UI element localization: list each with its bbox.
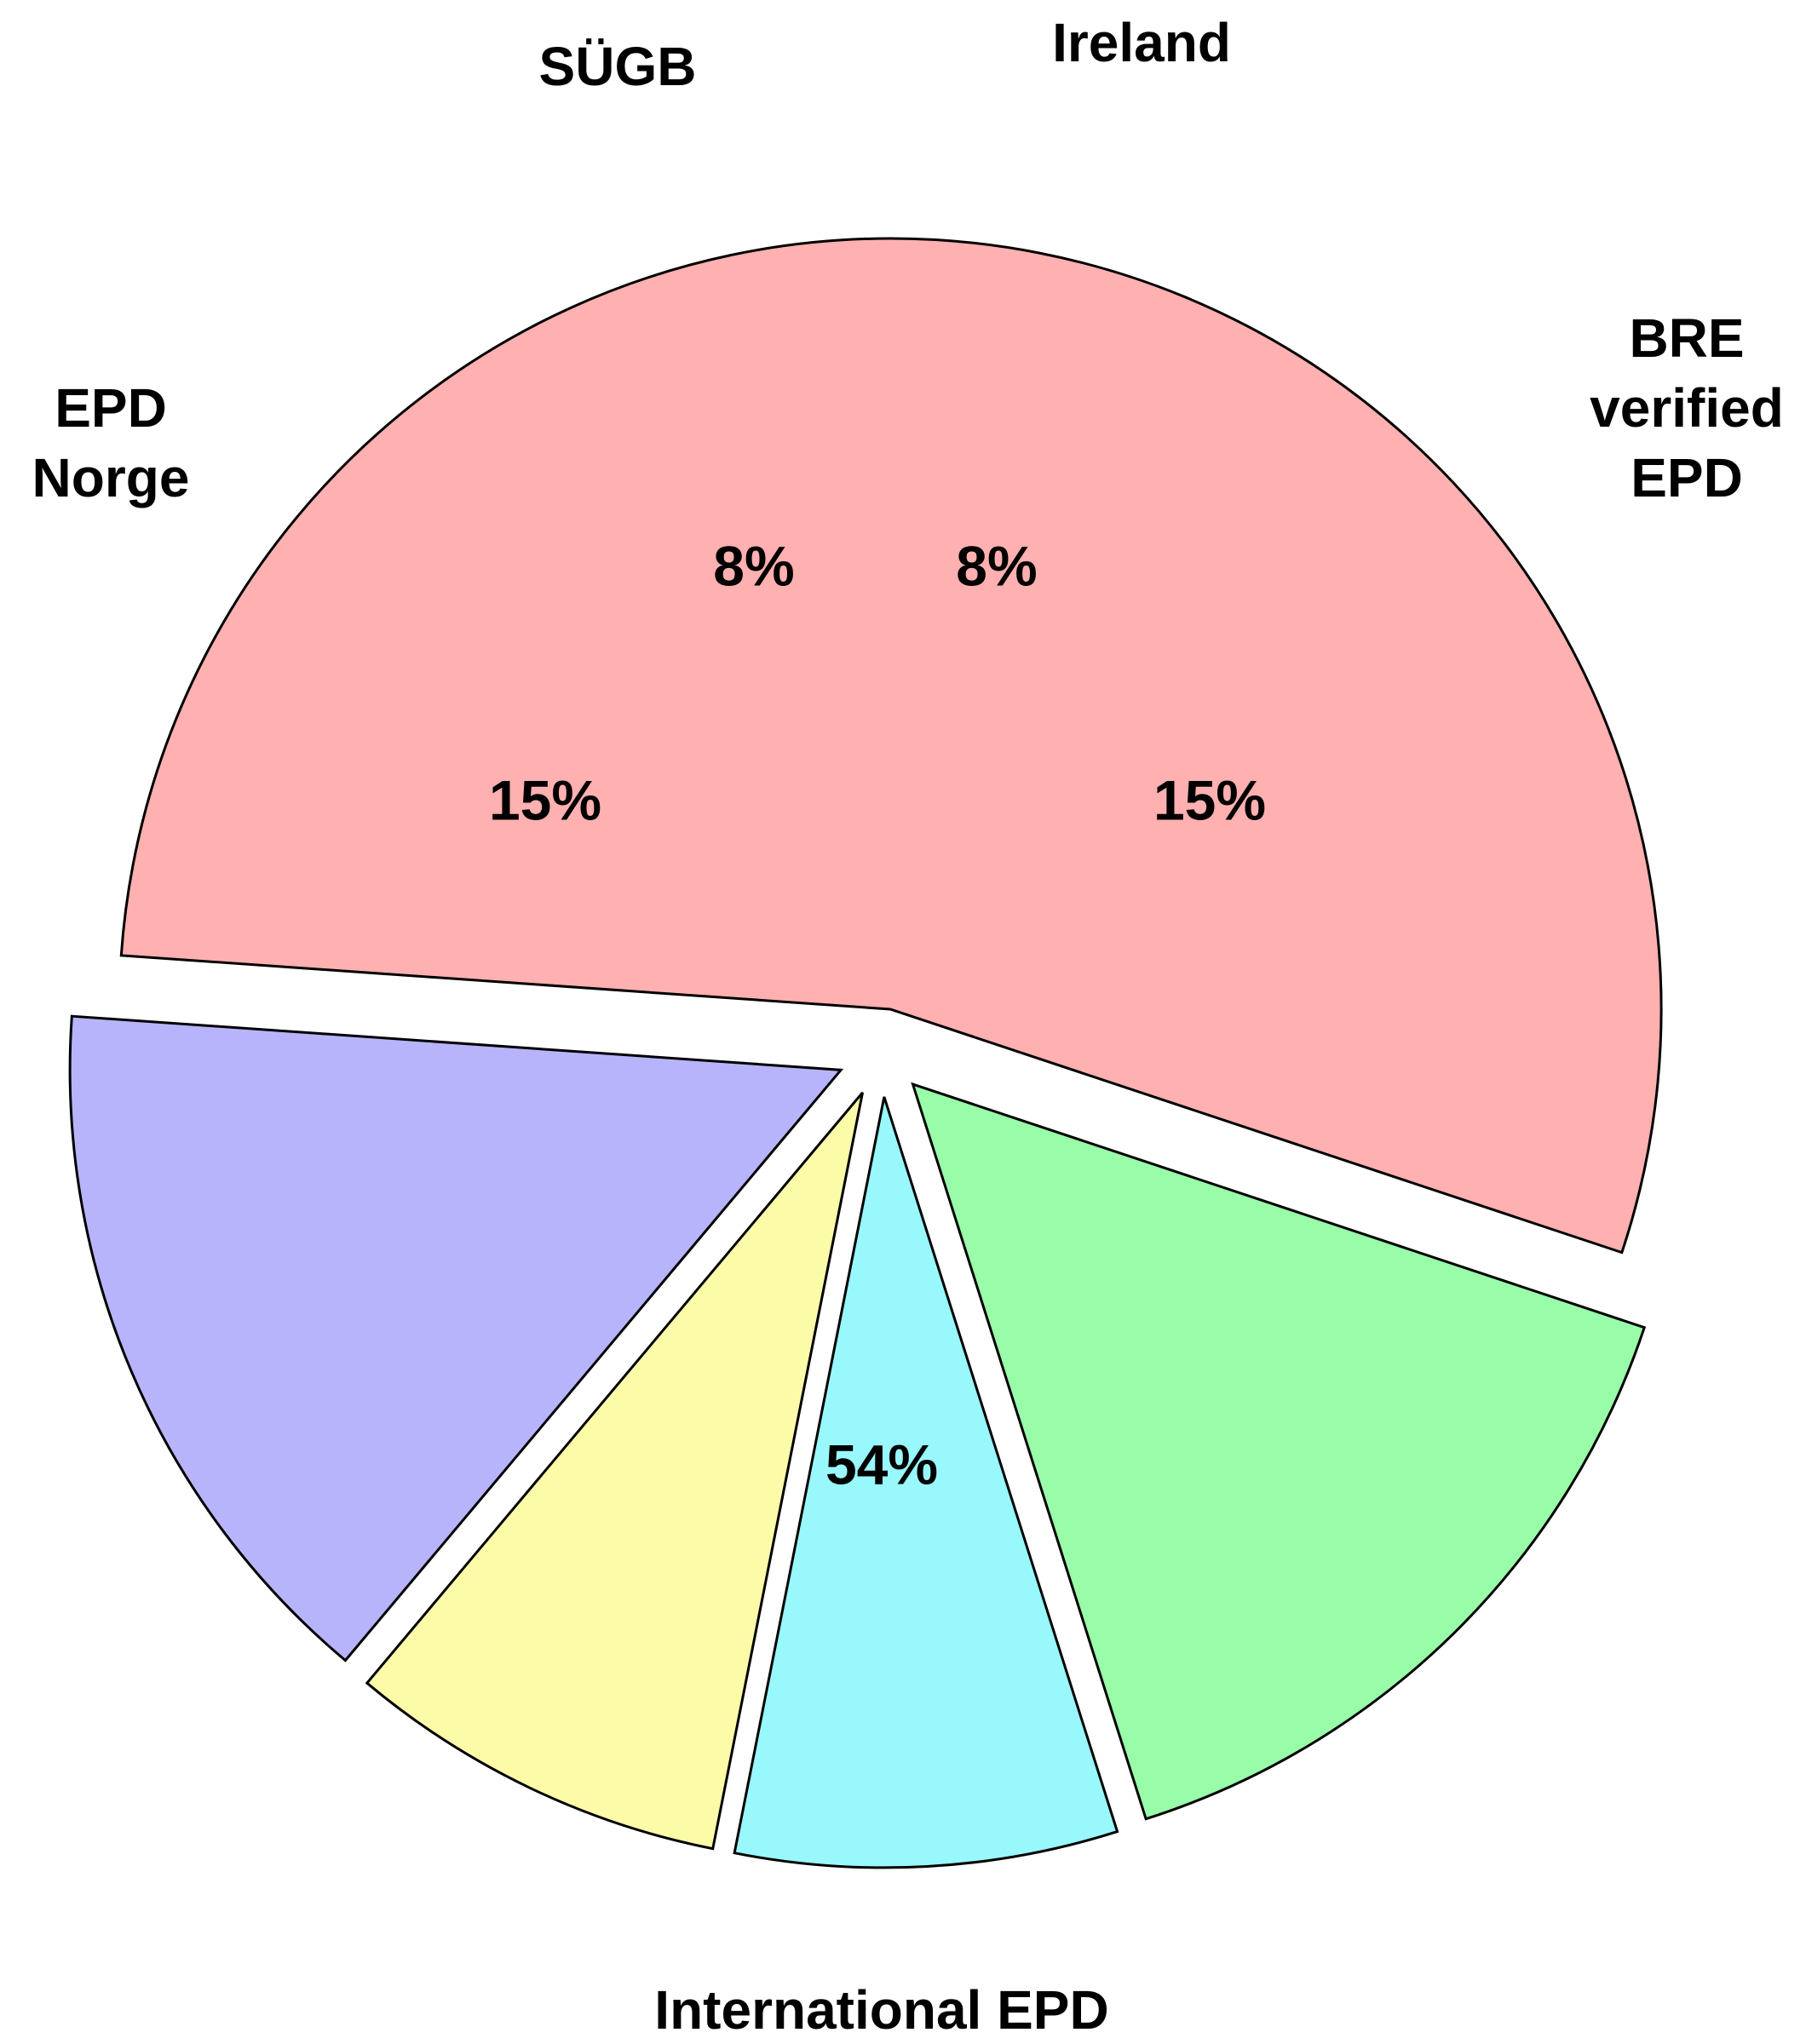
- pie-slice-category-label: International EPD: [654, 1979, 1108, 2041]
- pie-slice-bre-verified-epd: [68, 1014, 844, 1662]
- slices-layer: [68, 237, 1663, 1869]
- pie-slice-category-label: SÜGB: [539, 36, 697, 97]
- pie-slice-percent-label: 15%: [1153, 768, 1266, 831]
- pie-slice-epd-norge: [911, 1082, 1647, 1821]
- pie-slice-percent-label: 8%: [713, 534, 794, 597]
- pie-slice-percent-label: 8%: [956, 534, 1037, 597]
- pie-slice-epd-ireland: [365, 1091, 865, 1851]
- pie-slice-s-gb: [733, 1096, 1119, 1869]
- percent-labels-layer: 54% 15% 8% 8% 15%: [489, 534, 1266, 1496]
- pie-slice-category-label: BRE verified EPD: [1590, 307, 1784, 508]
- pie-slice-category-label: EPD Norge: [32, 377, 190, 508]
- pie-slice-percent-label: 54%: [825, 1433, 938, 1496]
- pie-slice-percent-label: 15%: [489, 768, 601, 831]
- pie-slice-category-label: EPDIreland: [1052, 0, 1231, 73]
- pie-slice-international-epd: [119, 237, 1663, 1255]
